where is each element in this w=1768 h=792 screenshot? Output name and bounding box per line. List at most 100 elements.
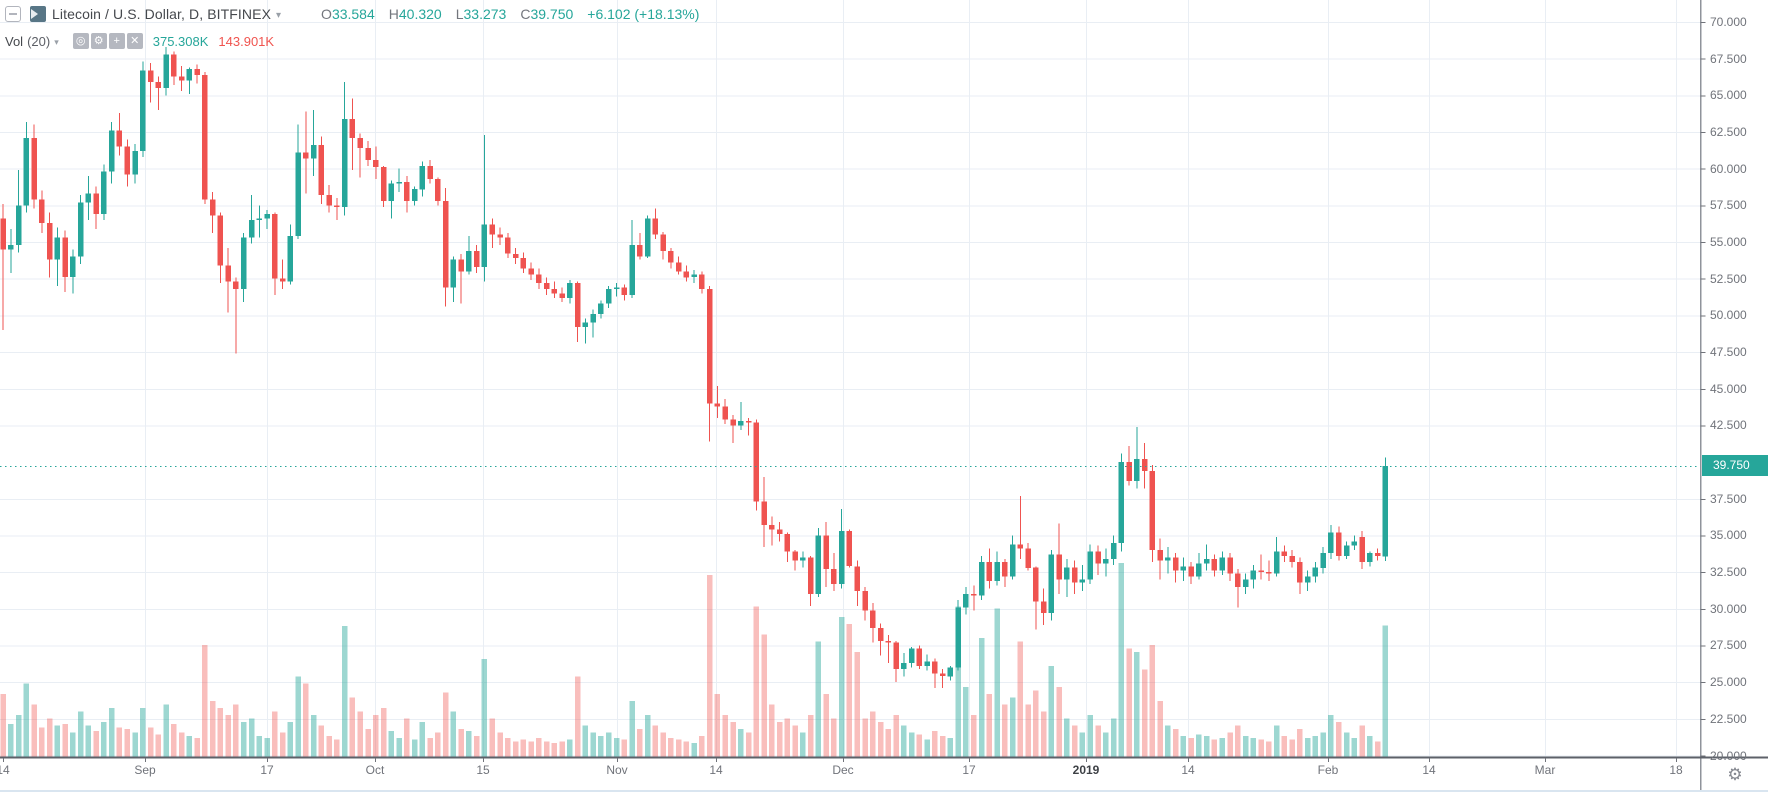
candle-body	[1382, 465, 1389, 557]
candle-body	[1095, 551, 1101, 564]
volume-bar	[373, 715, 379, 757]
candle-body	[1165, 557, 1171, 561]
add-icon[interactable]: +	[108, 33, 125, 49]
candle-body	[567, 283, 573, 298]
volume-bar	[171, 723, 177, 758]
volume-bar	[396, 737, 402, 758]
volume-bar	[31, 704, 37, 757]
volume-bar	[248, 718, 255, 757]
time-tick-label: 14	[1422, 763, 1436, 777]
symbol-title[interactable]: Litecoin / U.S. Dollar, D, BITFINEX	[52, 6, 272, 22]
candle-body	[823, 535, 829, 570]
candle-body	[707, 289, 713, 404]
settings-icon[interactable]: ⚙	[90, 33, 107, 49]
candle-body	[559, 293, 565, 298]
volume-bar	[1110, 718, 1117, 757]
volume-bar	[1172, 729, 1179, 757]
volume-bar	[497, 732, 503, 757]
price-tick-label: 30.000	[1710, 601, 1747, 616]
volume-bar	[1336, 722, 1342, 757]
ohlc-readout: O33.584 H40.320 L33.273 C39.750 +6.102 (…	[307, 6, 699, 22]
candle-body	[621, 287, 627, 295]
price-scale-settings-button[interactable]: ⚙	[1702, 758, 1768, 792]
volume-bar	[947, 737, 954, 758]
indicator-chevron-down-icon[interactable]: ▾	[54, 36, 59, 47]
chevron-down-icon[interactable]: ▾	[276, 9, 282, 21]
high-label: H	[388, 6, 399, 22]
time-tick-label: 17	[962, 763, 976, 777]
volume-bar	[116, 727, 123, 757]
volume-bar	[1180, 736, 1187, 757]
volume-bar	[1343, 732, 1350, 757]
candle-body	[1188, 566, 1194, 577]
candle-body	[1374, 553, 1381, 556]
volume-bar	[978, 638, 985, 757]
time-tick-label: Oct	[365, 763, 385, 777]
current-price-label: 39.750	[1702, 455, 1768, 477]
volume-bar	[233, 704, 239, 757]
candle-body	[738, 421, 744, 426]
volume-bar	[1196, 734, 1202, 758]
candle-body	[116, 130, 123, 147]
volume-bar	[1328, 715, 1334, 757]
price-tick-label: 45.000	[1710, 381, 1747, 396]
indicator-name[interactable]: Vol	[5, 33, 24, 49]
candle-body	[606, 289, 612, 304]
candle-body	[450, 259, 457, 288]
candle-body	[807, 557, 814, 595]
close-icon[interactable]: ✕	[126, 33, 143, 49]
candle-body	[590, 313, 596, 323]
volume-bar	[442, 692, 449, 758]
candle-body	[1017, 544, 1024, 549]
candle-body	[186, 68, 193, 81]
volume-bar	[450, 711, 457, 757]
volume-bar	[77, 711, 84, 757]
volume-bar	[310, 715, 317, 757]
volume-bar	[1351, 737, 1357, 758]
volume-bar	[846, 624, 853, 757]
candle-body	[8, 245, 14, 250]
candle-body	[388, 183, 395, 201]
candle-body	[986, 561, 992, 581]
candle-body	[209, 199, 216, 216]
candle-body	[652, 218, 659, 235]
candle-body	[551, 289, 558, 294]
candle-body	[1359, 536, 1365, 562]
candle-body	[512, 253, 519, 259]
volume-bar	[132, 732, 138, 757]
volume-bar	[1048, 666, 1055, 757]
volume-bar	[1227, 732, 1233, 757]
volume-bar	[1025, 704, 1031, 757]
volume-bar	[854, 652, 860, 757]
candle-body	[675, 262, 682, 272]
volume-bar	[1017, 641, 1024, 757]
volume-bar	[8, 723, 14, 758]
candle-body	[722, 406, 728, 420]
volume-bar	[334, 739, 340, 757]
candle-body	[1072, 567, 1078, 583]
volume-bar	[279, 732, 286, 757]
volume-bar	[590, 732, 596, 757]
visibility-icon[interactable]: ◎	[72, 33, 89, 49]
volume-bar	[140, 708, 146, 757]
candle-body	[1320, 553, 1326, 568]
volume-bar	[606, 732, 612, 757]
candle-body	[380, 167, 387, 201]
candle-body	[1118, 462, 1125, 543]
candle-body	[1126, 462, 1132, 482]
price-tick-label: 62.500	[1710, 125, 1747, 140]
candle-body	[536, 274, 542, 284]
candle-body	[854, 566, 860, 592]
candle-body	[1343, 545, 1350, 556]
candle-body	[1149, 470, 1156, 551]
change-value: +6.102 (+18.13%)	[587, 6, 700, 22]
candle-body	[101, 171, 107, 215]
collapse-panel-icon[interactable]	[5, 6, 21, 22]
bottom-edge-divider	[0, 790, 1768, 792]
candle-body	[497, 234, 503, 238]
volume-bar	[621, 739, 627, 757]
candle-body	[800, 557, 806, 561]
volume-bar	[163, 704, 169, 757]
volume-bar	[202, 645, 208, 757]
